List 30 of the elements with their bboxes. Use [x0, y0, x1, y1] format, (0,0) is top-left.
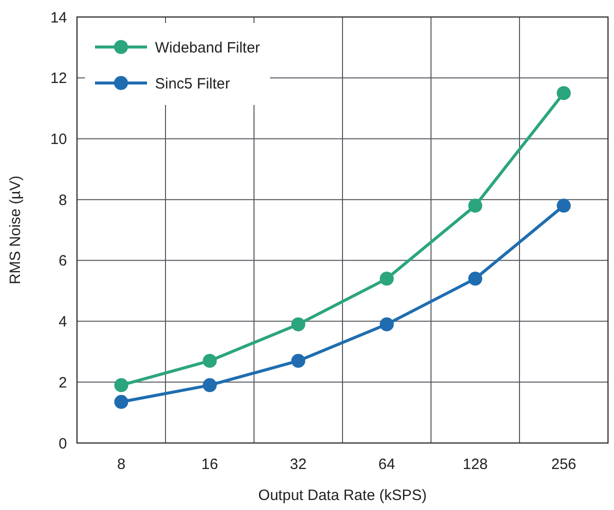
y-tick-label: 10	[50, 130, 67, 148]
point	[291, 317, 306, 332]
y-tick-label: 12	[50, 70, 67, 88]
y-tick-label: 6	[58, 252, 67, 270]
y-tick-label: 0	[58, 435, 67, 452]
x-tick-label: 16	[201, 456, 218, 473]
x-tick-label: 128	[462, 456, 488, 473]
point	[380, 317, 394, 332]
x-tick-label: 32	[290, 456, 307, 473]
point	[380, 272, 394, 286]
point	[114, 378, 128, 392]
x-axis-title: Output Data Rate (kSPS)	[258, 487, 427, 504]
legend-label: Sinc5 Filter	[155, 75, 230, 92]
point	[556, 198, 571, 213]
point	[202, 354, 217, 368]
y-tick-label: 2	[58, 374, 67, 392]
x-tick-label: 256	[551, 456, 576, 473]
y-tick-label: 4	[58, 314, 67, 331]
point	[291, 354, 306, 368]
x-tick-label: 64	[378, 456, 396, 473]
x-tick-label: 8	[117, 456, 126, 473]
y-tick-label: 14	[50, 9, 67, 26]
point	[468, 198, 482, 213]
point	[202, 378, 217, 392]
y-tick-label: 8	[58, 192, 67, 209]
point	[468, 272, 482, 286]
legend-label: Wideband Filter	[155, 39, 260, 56]
point	[556, 86, 571, 100]
y-axis-title: RMS Noise (µV)	[7, 176, 24, 284]
point	[114, 394, 128, 409]
